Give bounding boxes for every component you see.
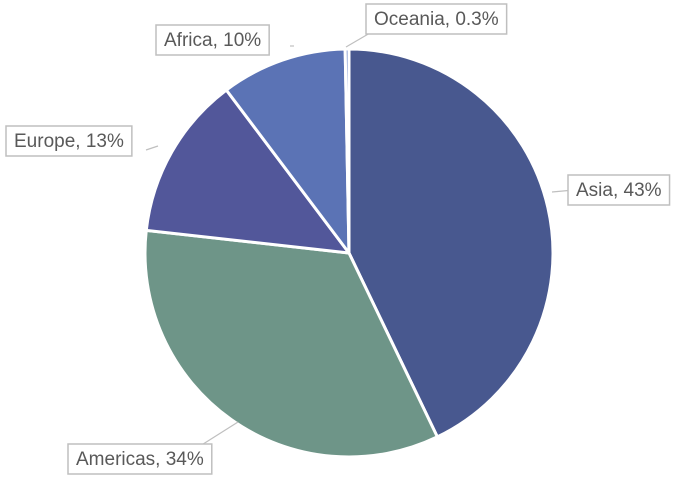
data-label: Asia, 43% <box>576 180 662 201</box>
data-label: Africa, 10% <box>164 30 261 51</box>
leader-line <box>345 32 371 48</box>
pie-slice <box>347 47 555 439</box>
label-box <box>155 24 270 56</box>
label-box <box>365 3 508 35</box>
label-box <box>5 125 133 157</box>
data-label: Oceania, 0.3% <box>374 9 499 30</box>
label-box <box>67 443 213 475</box>
label-box <box>567 174 671 206</box>
pie-slice <box>224 47 351 255</box>
pie-slice <box>143 228 439 459</box>
pie-slice <box>144 88 351 255</box>
leader-line <box>199 421 239 447</box>
data-label: Europe, 13% <box>14 131 124 152</box>
pie-slice <box>343 47 351 255</box>
leader-line <box>145 145 159 151</box>
data-label: Americas, 34% <box>76 449 204 470</box>
